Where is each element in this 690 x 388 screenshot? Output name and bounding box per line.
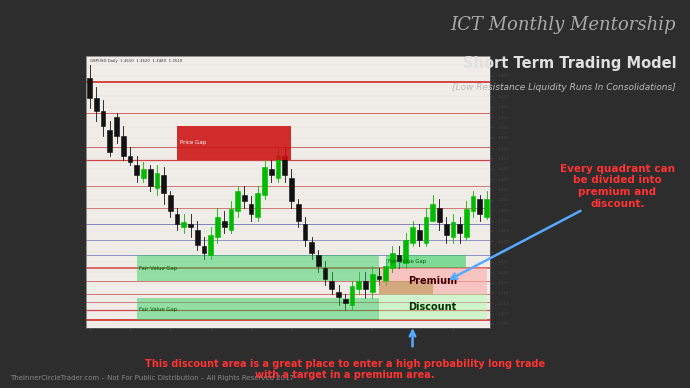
Bar <box>188 224 193 227</box>
Bar <box>477 199 482 214</box>
Bar <box>114 117 119 137</box>
Bar <box>329 281 334 289</box>
Text: Price Gap: Price Gap <box>180 140 206 146</box>
Bar <box>235 191 240 211</box>
Bar <box>379 281 433 294</box>
Bar <box>262 168 267 195</box>
Bar <box>343 300 348 303</box>
Bar <box>201 246 206 253</box>
Bar <box>424 217 428 242</box>
Bar <box>228 209 233 230</box>
Bar <box>437 208 442 222</box>
Bar <box>177 126 291 160</box>
Bar <box>108 130 112 152</box>
Bar <box>350 286 355 305</box>
Bar <box>444 224 448 235</box>
Bar <box>410 227 415 242</box>
Bar <box>316 255 321 266</box>
Bar <box>155 173 159 188</box>
Text: Short Term Trading Model: Short Term Trading Model <box>462 56 676 71</box>
Bar <box>370 274 375 292</box>
Bar <box>302 224 307 240</box>
Bar <box>309 242 314 253</box>
Bar <box>377 276 382 279</box>
Text: Every quadrant can
be divided into
premium and
discount.: Every quadrant can be divided into premi… <box>560 164 675 209</box>
Bar <box>175 214 179 224</box>
Text: [Low Resistance Liquidity Runs In Consolidations]: [Low Resistance Liquidity Runs In Consol… <box>453 83 676 92</box>
Bar <box>296 204 301 220</box>
Bar <box>221 220 226 227</box>
Bar <box>135 165 139 175</box>
Bar <box>161 175 166 193</box>
Bar <box>269 169 274 175</box>
Text: Discount: Discount <box>408 302 457 312</box>
Bar <box>451 222 455 237</box>
Bar <box>404 240 408 263</box>
Bar <box>148 169 152 185</box>
Bar <box>87 78 92 98</box>
Bar <box>168 195 172 211</box>
Bar <box>121 137 126 156</box>
Text: Fair Value Gap: Fair Value Gap <box>139 307 177 312</box>
Text: TheInnerCircleTrader.com – Not For Public Distribution – All Rights Reserved 201: TheInnerCircleTrader.com – Not For Publi… <box>10 375 295 381</box>
Bar <box>431 204 435 220</box>
Text: Fair Value Gap: Fair Value Gap <box>388 260 426 264</box>
Bar <box>379 268 486 294</box>
Bar <box>397 255 402 261</box>
Bar <box>195 230 199 245</box>
Bar <box>101 111 106 126</box>
Bar <box>248 204 253 214</box>
Text: This discount area is a great place to enter a high probability long trade
with : This discount area is a great place to e… <box>145 359 545 381</box>
Bar <box>471 196 475 211</box>
Bar <box>484 199 489 217</box>
Text: GBPUSD Daily  1.3610  1.3620  1.3480  1.3510: GBPUSD Daily 1.3610 1.3620 1.3480 1.3510 <box>90 59 183 63</box>
Bar <box>457 224 462 234</box>
Bar <box>363 281 368 289</box>
Bar <box>94 98 99 111</box>
Bar <box>208 235 213 255</box>
Bar <box>128 156 132 162</box>
Bar <box>275 154 280 178</box>
Bar <box>356 281 361 289</box>
Bar <box>215 217 220 237</box>
Bar <box>417 230 422 240</box>
Text: Premium: Premium <box>408 276 457 286</box>
Bar <box>464 209 469 237</box>
Bar <box>323 268 328 279</box>
Bar <box>137 255 379 281</box>
Bar <box>383 266 388 281</box>
Bar <box>255 193 260 217</box>
Bar <box>137 298 379 320</box>
Bar <box>141 169 146 178</box>
Bar <box>181 222 186 227</box>
Bar <box>386 255 466 268</box>
Bar <box>390 253 395 268</box>
Bar <box>242 195 247 201</box>
Bar <box>336 292 341 297</box>
Text: ICT Monthly Mentorship: ICT Monthly Mentorship <box>451 16 676 33</box>
Bar <box>282 156 287 175</box>
Text: Fair Value Gap: Fair Value Gap <box>139 266 177 271</box>
Bar <box>289 178 294 201</box>
Bar <box>379 294 486 320</box>
